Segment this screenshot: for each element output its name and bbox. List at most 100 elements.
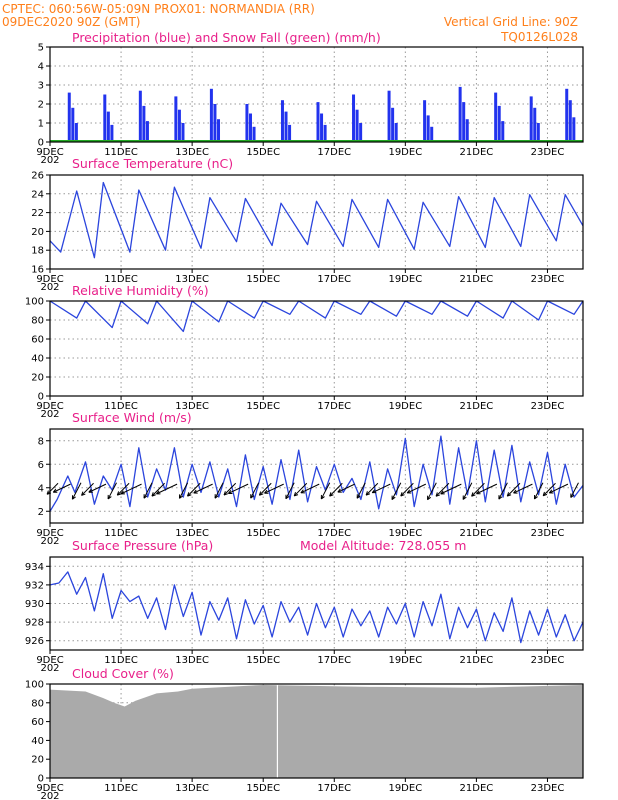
x-tick-label: 9DEC xyxy=(36,401,63,412)
panel-frame xyxy=(49,428,584,524)
wind-arrow-head xyxy=(365,491,368,496)
y-tick-label: 1 xyxy=(38,119,44,130)
x-tick-label: 15DEC xyxy=(246,783,280,794)
cloud-title: Cloud Cover (%) xyxy=(72,666,174,681)
precip-bar xyxy=(145,121,149,142)
wind-arrow xyxy=(462,482,473,500)
precip-bar xyxy=(288,124,292,142)
y-tick-label: 926 xyxy=(25,636,44,647)
x-tick-label: 15DEC xyxy=(246,147,280,158)
y-tick-label: 20 xyxy=(31,755,44,766)
wind-arrow xyxy=(88,483,107,493)
wind-arrow-head xyxy=(435,492,438,497)
precip-bar xyxy=(103,94,107,142)
wind-arrow xyxy=(193,483,213,494)
x-tick-label: 15DEC xyxy=(246,528,280,539)
wind-arrow-head xyxy=(506,492,510,497)
x-tick-label: 23DEC xyxy=(531,655,565,666)
wind-arrow xyxy=(471,482,485,497)
wind-arrow-head xyxy=(88,488,92,493)
wind-arrow xyxy=(53,483,71,493)
precip-bar xyxy=(359,123,363,142)
pressure-title: Surface Pressure (hPa) xyxy=(72,538,213,553)
wind-arrow xyxy=(116,482,130,496)
precip-bar xyxy=(323,124,327,142)
x-tick-label: 23DEC xyxy=(531,274,565,285)
wind-arrow-head xyxy=(46,490,49,495)
wind-arrow-head xyxy=(187,492,190,497)
wind-arrow xyxy=(179,482,189,499)
wind-arrow-head xyxy=(513,489,517,494)
x-tick-label: 9DEC xyxy=(36,783,63,794)
y-tick-label: 100 xyxy=(25,680,44,691)
wind-arrow-head xyxy=(187,494,192,497)
precip-bar xyxy=(391,107,395,142)
x-tick-label: 13DEC xyxy=(175,655,209,666)
y-tick-label: 0 xyxy=(38,392,44,403)
precip-bar xyxy=(572,117,576,142)
wind-title: Surface Wind (m/s) xyxy=(72,410,192,425)
wind-arrow-head xyxy=(365,493,371,496)
x-tick-label: 23DEC xyxy=(531,783,565,794)
x-tick-label: 21DEC xyxy=(460,274,494,285)
x-tick-label: 21DEC xyxy=(460,783,494,794)
wind-arrow xyxy=(435,482,450,497)
precip-bar xyxy=(529,96,533,142)
x-tick-label: 21DEC xyxy=(460,528,494,539)
wind-arrow xyxy=(440,483,462,495)
precip-title: Precipitation (blue) and Snow Fall (gree… xyxy=(72,30,381,45)
x-tick-label: 15DEC xyxy=(246,655,280,666)
header-date: 09DEC2020 90Z (GMT) xyxy=(2,15,140,29)
x-year-label: 202 xyxy=(40,155,59,166)
x-tick-label: 17DEC xyxy=(317,274,351,285)
x-tick-label: 11DEC xyxy=(104,528,138,539)
wind-arrow-head xyxy=(223,493,229,496)
precip-bar xyxy=(533,107,537,142)
wind-arrow xyxy=(156,483,178,495)
wind-arrow-head xyxy=(72,496,76,500)
x-tick-label: 19DEC xyxy=(388,401,422,412)
wind-arrow-head xyxy=(329,494,334,497)
precip-bar xyxy=(67,92,71,142)
y-tick-label: 3 xyxy=(38,81,44,92)
precip-bar xyxy=(316,102,320,142)
wind-arrow xyxy=(365,482,379,496)
wind-arrow-head xyxy=(321,496,325,500)
panel-frame xyxy=(49,683,584,779)
wind-arrow xyxy=(187,482,201,497)
precip-bar xyxy=(106,111,110,142)
header-location: CPTEC: 060:56W-05:09N PROX01: NORMANDIA … xyxy=(2,2,315,16)
precip-bar xyxy=(252,126,256,142)
wind-arrow-head xyxy=(329,492,332,497)
y-tick-label: 934 xyxy=(25,562,44,573)
y-tick-label: 2 xyxy=(38,100,44,111)
wind-arrow xyxy=(300,483,320,494)
y-tick-label: 932 xyxy=(25,580,44,591)
wind-arrow xyxy=(81,482,94,496)
wind-arrow-head xyxy=(400,494,405,497)
y-tick-label: 2 xyxy=(38,507,44,518)
x-tick-label: 9DEC xyxy=(36,147,63,158)
wind-speed-line xyxy=(49,435,584,512)
wind-arrow-head xyxy=(293,492,297,497)
precip-bar xyxy=(494,92,498,142)
precip-bar xyxy=(458,86,462,142)
wind-arrow xyxy=(570,482,579,498)
y-tick-label: 40 xyxy=(31,736,44,747)
wind-arrow-head xyxy=(117,493,122,496)
precip-bar xyxy=(568,100,572,142)
precip-bar xyxy=(138,90,142,142)
y-tick-label: 4 xyxy=(38,62,44,73)
y-tick-label: 26 xyxy=(31,171,44,182)
x-tick-label: 11DEC xyxy=(104,655,138,666)
x-tick-label: 19DEC xyxy=(388,655,422,666)
wind-arrow-head xyxy=(356,495,361,499)
y-tick-label: 8 xyxy=(38,436,44,447)
wind-arrow-head xyxy=(81,491,84,496)
x-year-label: 202 xyxy=(40,791,59,800)
precip-bar xyxy=(423,100,427,142)
panel-6: 9DEC 11DEC 13DEC 15DEC 17DEC 19DEC 21DEC 23DEC 2… xyxy=(25,680,584,800)
wind-arrow-head xyxy=(285,495,290,500)
wind-arrow xyxy=(513,483,533,494)
